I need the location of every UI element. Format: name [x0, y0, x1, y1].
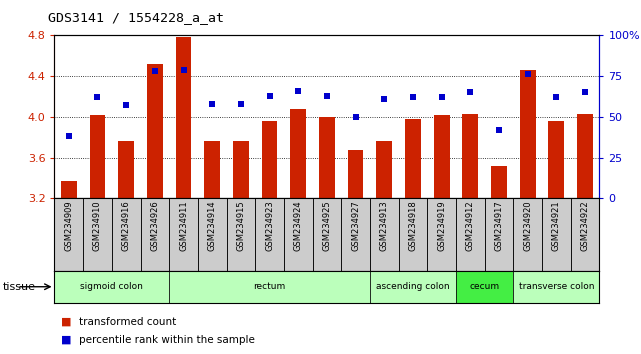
Point — [408, 95, 418, 100]
Bar — [313, 198, 341, 271]
Bar — [140, 198, 169, 271]
Point — [551, 95, 562, 100]
Bar — [428, 198, 456, 271]
Bar — [198, 198, 226, 271]
Bar — [577, 114, 593, 354]
Text: GSM234911: GSM234911 — [179, 200, 188, 251]
Bar — [169, 198, 198, 271]
Bar — [54, 271, 169, 303]
Point — [437, 95, 447, 100]
Point — [178, 67, 188, 73]
Point — [265, 93, 275, 98]
Bar — [119, 141, 134, 354]
Text: tissue: tissue — [3, 282, 36, 292]
Text: GSM234918: GSM234918 — [408, 200, 417, 251]
Bar — [434, 115, 449, 354]
Bar — [61, 181, 77, 354]
Text: GSM234927: GSM234927 — [351, 200, 360, 251]
Point — [379, 96, 389, 102]
Text: GSM234921: GSM234921 — [552, 200, 561, 251]
Text: rectum: rectum — [253, 282, 286, 291]
Point — [236, 101, 246, 107]
Text: GSM234917: GSM234917 — [494, 200, 503, 251]
Text: ascending colon: ascending colon — [376, 282, 450, 291]
Text: GSM234913: GSM234913 — [379, 200, 388, 251]
Bar — [262, 121, 278, 354]
Point — [351, 114, 361, 120]
Bar — [90, 115, 105, 354]
Bar — [376, 141, 392, 354]
Point — [207, 101, 217, 107]
Bar — [347, 150, 363, 354]
Text: transverse colon: transverse colon — [519, 282, 594, 291]
Bar — [233, 141, 249, 354]
Point — [322, 93, 332, 98]
Bar — [462, 114, 478, 354]
Bar — [176, 38, 192, 354]
Text: cecum: cecum — [470, 282, 500, 291]
Bar — [549, 121, 564, 354]
Text: GSM234926: GSM234926 — [151, 200, 160, 251]
Bar — [456, 198, 485, 271]
Bar — [570, 198, 599, 271]
Bar — [54, 198, 83, 271]
Point — [522, 72, 533, 77]
Bar — [370, 198, 399, 271]
Point — [494, 127, 504, 133]
Bar — [491, 166, 507, 354]
Bar — [399, 198, 428, 271]
Point — [121, 103, 131, 108]
Bar — [370, 271, 456, 303]
Bar — [513, 271, 599, 303]
Bar — [456, 271, 513, 303]
Text: GSM234912: GSM234912 — [466, 200, 475, 251]
Bar — [319, 117, 335, 354]
Text: ■: ■ — [61, 317, 71, 327]
Text: GDS3141 / 1554228_a_at: GDS3141 / 1554228_a_at — [48, 11, 224, 24]
Bar — [542, 198, 570, 271]
Bar — [147, 64, 163, 354]
Text: GSM234923: GSM234923 — [265, 200, 274, 251]
Text: GSM234910: GSM234910 — [93, 200, 102, 251]
Bar — [513, 198, 542, 271]
Bar — [226, 198, 255, 271]
Point — [150, 68, 160, 74]
Text: GSM234919: GSM234919 — [437, 200, 446, 251]
Text: GSM234920: GSM234920 — [523, 200, 532, 251]
Text: GSM234925: GSM234925 — [322, 200, 331, 251]
Bar — [255, 198, 284, 271]
Text: GSM234914: GSM234914 — [208, 200, 217, 251]
Bar — [485, 198, 513, 271]
Point — [92, 95, 103, 100]
Bar — [284, 198, 313, 271]
Point — [580, 90, 590, 95]
Bar — [169, 271, 370, 303]
Text: percentile rank within the sample: percentile rank within the sample — [79, 335, 254, 345]
Bar — [112, 198, 140, 271]
Text: sigmoid colon: sigmoid colon — [80, 282, 144, 291]
Text: GSM234915: GSM234915 — [237, 200, 246, 251]
Text: GSM234924: GSM234924 — [294, 200, 303, 251]
Bar — [290, 109, 306, 354]
Text: transformed count: transformed count — [79, 317, 176, 327]
Point — [63, 133, 74, 139]
Bar — [405, 119, 421, 354]
Text: GSM234922: GSM234922 — [581, 200, 590, 251]
Bar — [204, 141, 220, 354]
Point — [465, 90, 476, 95]
Bar — [341, 198, 370, 271]
Text: GSM234909: GSM234909 — [64, 200, 73, 251]
Bar — [83, 198, 112, 271]
Text: ■: ■ — [61, 335, 71, 345]
Point — [293, 88, 303, 93]
Text: GSM234916: GSM234916 — [122, 200, 131, 251]
Bar — [520, 70, 535, 354]
